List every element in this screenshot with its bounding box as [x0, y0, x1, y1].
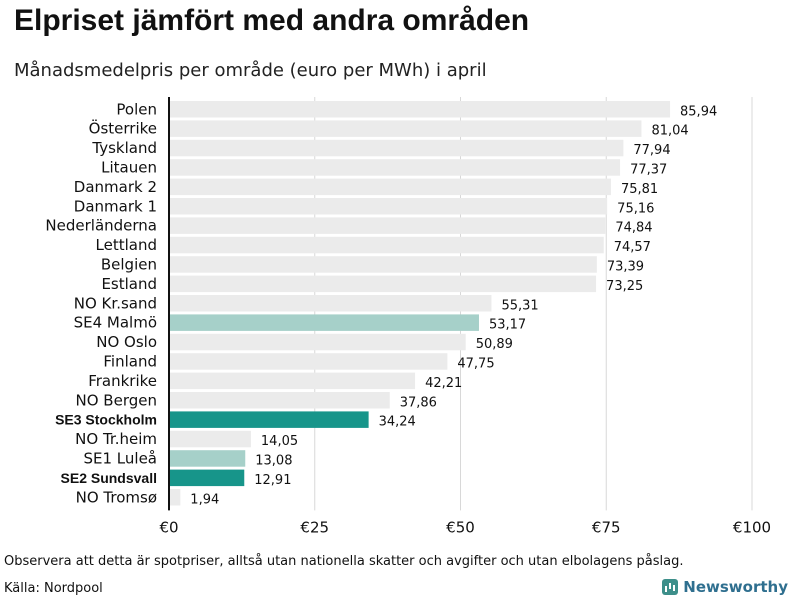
value-label-10: 55,31 — [501, 298, 538, 313]
bar-19 — [169, 469, 245, 487]
category-label-18: SE1 Luleå — [84, 449, 158, 467]
category-label-13: Finland — [103, 352, 157, 370]
bar-8 — [169, 256, 597, 273]
value-label-3: 77,37 — [630, 162, 667, 177]
bar-2 — [169, 139, 624, 157]
value-label-6: 74,84 — [615, 221, 652, 236]
value-label-13: 47,75 — [457, 356, 494, 371]
value-label-1: 81,04 — [651, 124, 688, 139]
category-label-5: Danmark 1 — [74, 197, 157, 215]
category-label-11: SE4 Malmö — [74, 314, 157, 332]
bar-4 — [169, 178, 611, 196]
bar-18 — [169, 450, 246, 467]
value-label-17: 14,05 — [261, 434, 298, 449]
category-label-2: Tyskland — [91, 139, 157, 157]
value-label-11: 53,17 — [489, 318, 526, 333]
value-label-12: 50,89 — [476, 337, 513, 352]
chart-subtitle: Månadsmedelpris per område (euro per MWh… — [14, 60, 487, 81]
bar-chart-logo-icon — [662, 579, 679, 595]
value-label-16: 34,24 — [379, 415, 416, 430]
brand-logo: Newsworthy — [662, 578, 788, 596]
source-credit: Källa: Nordpool — [4, 581, 103, 596]
bar-9 — [169, 275, 597, 293]
category-label-17: NO Tr.heim — [75, 430, 157, 448]
category-label-14: Frankrike — [88, 372, 157, 390]
value-label-7: 74,57 — [614, 240, 651, 255]
value-label-0: 85,94 — [680, 104, 717, 119]
brand-name: Newsworthy — [683, 578, 788, 596]
value-label-4: 75,81 — [621, 182, 658, 197]
category-label-0: Polen — [116, 100, 157, 118]
x-tick-label-100: €100 — [733, 518, 771, 536]
category-label-4: Danmark 2 — [74, 178, 157, 196]
bar-10 — [169, 295, 492, 312]
bar-3 — [169, 159, 621, 176]
value-label-19: 12,91 — [254, 473, 291, 488]
bar-0 — [169, 101, 671, 118]
category-label-12: NO Oslo — [96, 333, 157, 351]
bar-5 — [169, 198, 608, 215]
bar-17 — [169, 430, 251, 448]
x-tick-label-0: €0 — [159, 518, 178, 536]
value-label-20: 1,94 — [190, 492, 219, 507]
bar-14 — [169, 372, 416, 390]
value-label-2: 77,94 — [633, 143, 670, 158]
bar-12 — [169, 333, 466, 351]
category-label-16: SE3 Stockholm — [55, 412, 157, 428]
category-label-8: Belgien — [101, 255, 157, 273]
value-label-5: 75,16 — [617, 201, 654, 216]
value-label-15: 37,86 — [400, 395, 437, 410]
value-label-18: 13,08 — [255, 453, 292, 468]
bar-16 — [169, 411, 369, 428]
bar-11 — [169, 314, 479, 331]
bar-6 — [169, 217, 606, 234]
bar-15 — [169, 392, 390, 409]
bar-chart: Polen 85,94 Österrike 81,04 Tyskland 77,94 Lit… — [45, 97, 771, 536]
category-label-9: Estland — [101, 275, 157, 293]
x-tick-label-75: €75 — [592, 518, 621, 536]
category-label-20: NO Tromsø — [76, 488, 157, 506]
category-label-1: Österrike — [89, 119, 157, 138]
value-label-9: 73,25 — [606, 279, 643, 294]
category-label-7: Lettland — [96, 236, 157, 254]
bar-1 — [169, 120, 642, 137]
category-label-19: SE2 Sundsvall — [61, 470, 157, 486]
bar-7 — [169, 236, 604, 254]
category-label-15: NO Bergen — [76, 391, 157, 409]
x-tick-label-50: €50 — [446, 518, 475, 536]
bar-20 — [169, 489, 181, 506]
bar-13 — [169, 353, 448, 370]
category-label-3: Litauen — [101, 158, 157, 176]
footnote: Observera att detta är spotpriser, allts… — [4, 554, 684, 569]
x-tick-label-25: €25 — [300, 518, 329, 536]
category-label-6: Nederländerna — [45, 217, 157, 235]
category-label-10: NO Kr.sand — [74, 294, 157, 312]
chart-title: Elpriset jämfört med andra områden — [14, 4, 530, 37]
value-label-14: 42,21 — [425, 376, 462, 391]
value-label-8: 73,39 — [607, 259, 644, 274]
